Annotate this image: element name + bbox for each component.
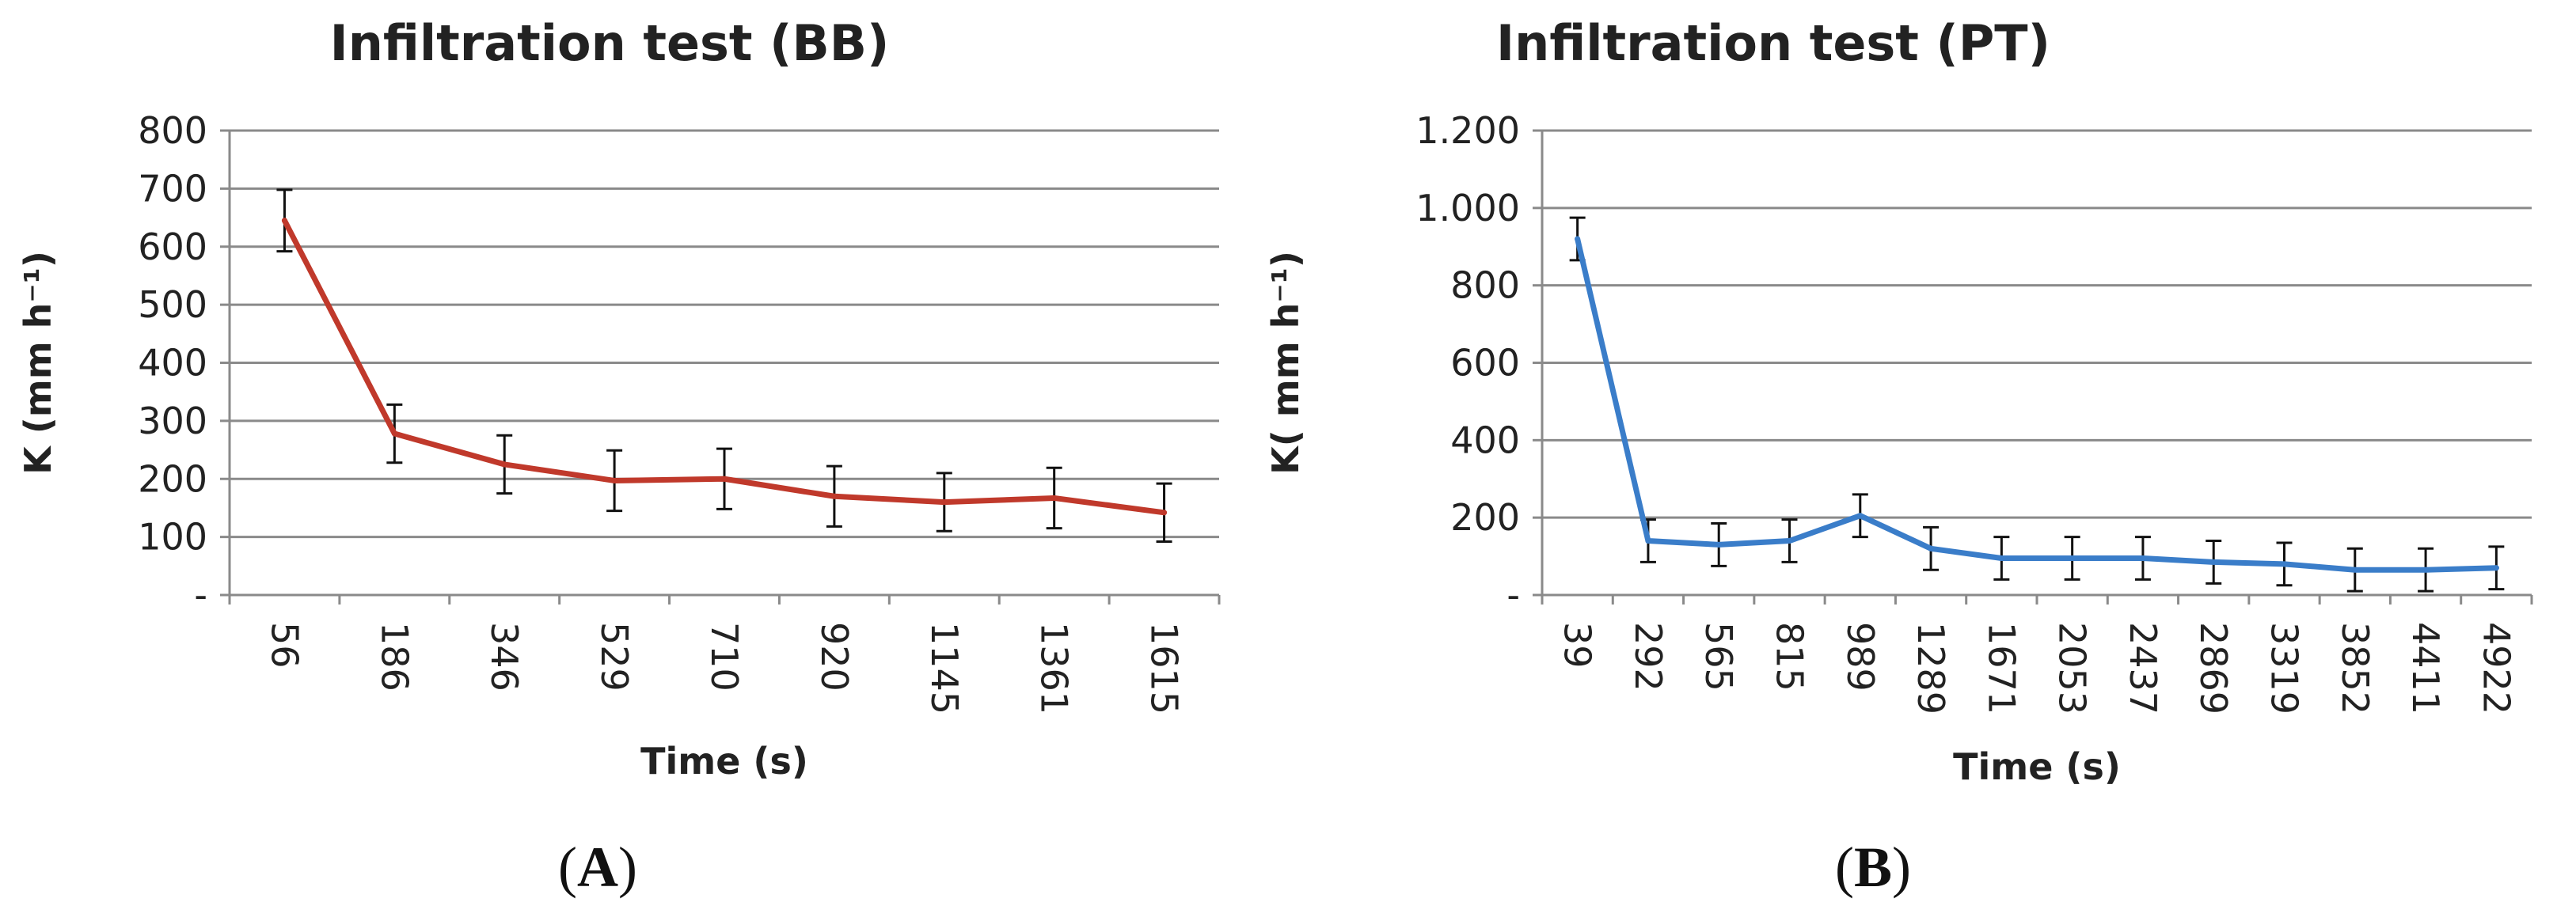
chart-a-title: Infiltration test (BB): [330, 14, 890, 72]
chart-a-y-axis-label: K (mm h⁻¹): [17, 251, 59, 475]
chart-b-data-point: [1857, 513, 1864, 519]
chart-b-x-tick-label: 2869: [2192, 622, 2235, 714]
chart-b-data-point: [1787, 538, 1792, 544]
chart-b-y-tick-label: 400: [1450, 419, 1520, 461]
chart-b-y-tick-label: 1.000: [1415, 187, 1520, 229]
panel-label-a-letter: A: [576, 836, 618, 899]
chart-b-data-point: [2282, 561, 2287, 567]
chart-b-data-point: [2352, 567, 2358, 573]
chart-a-data-point: [831, 493, 838, 499]
chart-b-title: Infiltration test (PT): [1496, 14, 2050, 72]
chart-a-x-tick-label: 1615: [1143, 622, 1186, 714]
chart-b-x-axis-label: Time (s): [1953, 745, 2121, 788]
chart-b-y-tick-label: -: [1506, 574, 1520, 616]
chart-b-data-point: [2069, 555, 2076, 562]
chart-b-data-point: [1575, 236, 1581, 242]
chart-panel-b: Infiltration test (PT) - 200 400 600 800 1.000…: [1264, 0, 2576, 921]
chart-b-data-point: [1928, 545, 1934, 551]
chart-panel-a: Infiltration test (BB) - 100 200 300 400 500 60…: [0, 0, 1267, 921]
chart-b-x-tick-label: 2437: [2122, 622, 2164, 714]
chart-a-data-point: [1051, 495, 1058, 501]
chart-a-x-axis-label: Time (s): [640, 740, 808, 783]
chart-b-x-tick-label: 3319: [2263, 622, 2306, 714]
chart-a-data-point: [1161, 510, 1168, 516]
chart-b-svg: Infiltration test (PT) - 200 400 600 800 1.000…: [1264, 14, 2533, 788]
panel-label-a: (A): [558, 836, 637, 899]
chart-a-x-tick-label: 529: [593, 622, 636, 692]
chart-b-data-point: [1998, 555, 2004, 562]
chart-a-data-point: [281, 218, 287, 224]
chart-a-svg: Infiltration test (BB) - 100 200 300 400 500 60…: [17, 14, 1221, 783]
chart-b-y-axis-label: K( mm h⁻¹): [1264, 251, 1307, 475]
chart-b-data-point: [2210, 559, 2217, 565]
chart-b-x-tick-label: 815: [1769, 622, 1811, 692]
chart-a-data-point: [391, 430, 397, 437]
chart-b-x-tick-label: 989: [1839, 622, 1882, 692]
chart-b-x-tick-label: 2053: [2051, 622, 2094, 714]
chart-a-x-tick-label: 1145: [923, 622, 966, 714]
chart-a-y-tick-label: 800: [138, 109, 207, 152]
chart-a-y-tick-label: 600: [138, 226, 207, 268]
chart-a-x-tick-label: 920: [813, 622, 856, 692]
panel-label-b-letter: B: [1853, 836, 1893, 899]
chart-b-y-tick-label: 1.200: [1415, 109, 1520, 152]
chart-b-y-tick-label: 800: [1450, 264, 1520, 307]
chart-b-x-tick-label: 1289: [1909, 622, 1952, 714]
chart-b-x-tick-label: 1671: [1980, 622, 2023, 714]
chart-a-data-point: [941, 499, 948, 506]
chart-a-y-tick-label: 100: [138, 516, 207, 559]
chart-a-y-tick-label: -: [194, 574, 207, 616]
chart-a-data-point: [501, 461, 507, 468]
chart-a-y-tick-label: 400: [138, 342, 207, 385]
chart-b-x-tick-label: 292: [1627, 622, 1670, 692]
chart-b-data-point: [2140, 555, 2146, 562]
chart-a-x-tick-label: 710: [703, 622, 746, 692]
chart-a-x-tick-label: 346: [483, 622, 526, 692]
chart-b-x-tick-label: 565: [1697, 622, 1740, 692]
chart-a-y-tick-label: 300: [138, 400, 207, 442]
chart-a-data-point: [721, 476, 728, 482]
chart-b-y-tick-label: 200: [1450, 496, 1520, 539]
chart-b-x-tick-label: 4411: [2404, 622, 2447, 714]
chart-b-y-tick-label: 600: [1450, 342, 1520, 385]
chart-a-y-tick-label: 700: [138, 167, 207, 210]
chart-a-y-tick-label: 200: [138, 457, 207, 500]
chart-a-x-tick-label: 186: [373, 622, 416, 692]
chart-b-x-tick-label: 39: [1556, 622, 1599, 669]
chart-a-x-tick-label: 1361: [1033, 622, 1076, 714]
chart-a-x-tick-label: 56: [263, 622, 306, 669]
chart-b-data-point: [1715, 541, 1722, 548]
chart-b-data-point: [2493, 565, 2499, 571]
chart-b-data-point: [1645, 538, 1651, 544]
chart-a-y-tick-label: 500: [138, 283, 207, 326]
chart-b-x-tick-label: 4922: [2475, 622, 2517, 714]
chart-b-series-line: [1575, 236, 2499, 573]
panel-label-b: (B): [1835, 836, 1911, 899]
chart-b-x-tick-label: 3852: [2334, 622, 2377, 714]
chart-b-data-point: [2422, 567, 2429, 573]
chart-a-data-point: [611, 477, 617, 483]
